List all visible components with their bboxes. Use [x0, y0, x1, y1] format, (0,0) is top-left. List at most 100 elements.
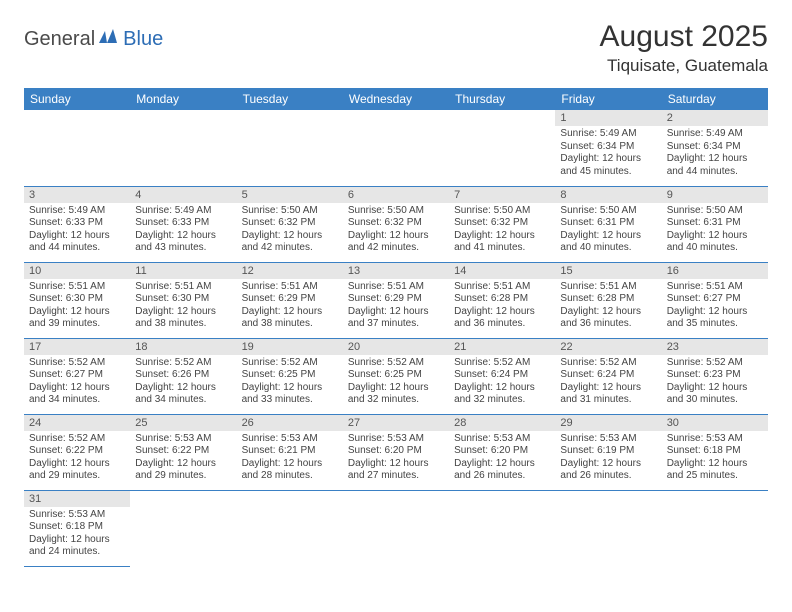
day-body: Sunrise: 5:50 AMSunset: 6:31 PMDaylight:… [662, 203, 768, 259]
sunset-text: Sunset: 6:27 PM [667, 293, 763, 306]
day-cell: 7Sunrise: 5:50 AMSunset: 6:32 PMDaylight… [449, 186, 555, 262]
sunrise-text: Sunrise: 5:53 AM [135, 433, 231, 446]
day-body: Sunrise: 5:50 AMSunset: 6:32 PMDaylight:… [343, 203, 449, 259]
day-cell: 12Sunrise: 5:51 AMSunset: 6:29 PMDayligh… [237, 262, 343, 338]
day-cell [130, 110, 236, 186]
day-body: Sunrise: 5:51 AMSunset: 6:29 PMDaylight:… [237, 279, 343, 335]
sunrise-text: Sunrise: 5:50 AM [348, 205, 444, 218]
day-number: 31 [24, 491, 130, 507]
daylight-text: Daylight: 12 hours and 40 minutes. [560, 230, 656, 255]
sunrise-text: Sunrise: 5:52 AM [29, 433, 125, 446]
week-row: 17Sunrise: 5:52 AMSunset: 6:27 PMDayligh… [24, 338, 768, 414]
day-body: Sunrise: 5:53 AMSunset: 6:20 PMDaylight:… [449, 431, 555, 487]
day-cell: 15Sunrise: 5:51 AMSunset: 6:28 PMDayligh… [555, 262, 661, 338]
day-cell: 19Sunrise: 5:52 AMSunset: 6:25 PMDayligh… [237, 338, 343, 414]
daylight-text: Daylight: 12 hours and 29 minutes. [29, 458, 125, 483]
sunset-text: Sunset: 6:22 PM [29, 445, 125, 458]
day-cell: 10Sunrise: 5:51 AMSunset: 6:30 PMDayligh… [24, 262, 130, 338]
day-number: 30 [662, 415, 768, 431]
sunrise-text: Sunrise: 5:52 AM [242, 357, 338, 370]
day-number: 25 [130, 415, 236, 431]
day-body: Sunrise: 5:51 AMSunset: 6:30 PMDaylight:… [130, 279, 236, 335]
day-number: 29 [555, 415, 661, 431]
sunset-text: Sunset: 6:32 PM [454, 217, 550, 230]
sunset-text: Sunset: 6:20 PM [454, 445, 550, 458]
day-body: Sunrise: 5:51 AMSunset: 6:29 PMDaylight:… [343, 279, 449, 335]
sunset-text: Sunset: 6:30 PM [135, 293, 231, 306]
daylight-text: Daylight: 12 hours and 35 minutes. [667, 306, 763, 331]
sunrise-text: Sunrise: 5:49 AM [560, 128, 656, 141]
daylight-text: Daylight: 12 hours and 30 minutes. [667, 382, 763, 407]
day-cell: 2Sunrise: 5:49 AMSunset: 6:34 PMDaylight… [662, 110, 768, 186]
sunrise-text: Sunrise: 5:50 AM [242, 205, 338, 218]
daylight-text: Daylight: 12 hours and 38 minutes. [135, 306, 231, 331]
sunrise-text: Sunrise: 5:51 AM [667, 281, 763, 294]
sunrise-text: Sunrise: 5:53 AM [242, 433, 338, 446]
day-number: 12 [237, 263, 343, 279]
day-body: Sunrise: 5:53 AMSunset: 6:18 PMDaylight:… [662, 431, 768, 487]
day-number: 22 [555, 339, 661, 355]
sunrise-text: Sunrise: 5:51 AM [560, 281, 656, 294]
day-cell [449, 110, 555, 186]
day-number: 9 [662, 187, 768, 203]
sunrise-text: Sunrise: 5:53 AM [29, 509, 125, 522]
sunrise-text: Sunrise: 5:53 AM [560, 433, 656, 446]
day-body: Sunrise: 5:50 AMSunset: 6:32 PMDaylight:… [449, 203, 555, 259]
day-number: 15 [555, 263, 661, 279]
sunset-text: Sunset: 6:25 PM [348, 369, 444, 382]
day-body: Sunrise: 5:52 AMSunset: 6:25 PMDaylight:… [343, 355, 449, 411]
sunrise-text: Sunrise: 5:49 AM [667, 128, 763, 141]
week-row: 10Sunrise: 5:51 AMSunset: 6:30 PMDayligh… [24, 262, 768, 338]
sunset-text: Sunset: 6:31 PM [560, 217, 656, 230]
sunrise-text: Sunrise: 5:53 AM [454, 433, 550, 446]
sunrise-text: Sunrise: 5:51 AM [242, 281, 338, 294]
daylight-text: Daylight: 12 hours and 34 minutes. [29, 382, 125, 407]
daylight-text: Daylight: 12 hours and 43 minutes. [135, 230, 231, 255]
day-number: 6 [343, 187, 449, 203]
calendar-body: 1Sunrise: 5:49 AMSunset: 6:34 PMDaylight… [24, 110, 768, 566]
day-number: 10 [24, 263, 130, 279]
day-body: Sunrise: 5:52 AMSunset: 6:27 PMDaylight:… [24, 355, 130, 411]
sunset-text: Sunset: 6:32 PM [348, 217, 444, 230]
daylight-text: Daylight: 12 hours and 37 minutes. [348, 306, 444, 331]
day-body: Sunrise: 5:51 AMSunset: 6:28 PMDaylight:… [555, 279, 661, 335]
day-number: 23 [662, 339, 768, 355]
daylight-text: Daylight: 12 hours and 25 minutes. [667, 458, 763, 483]
daylight-text: Daylight: 12 hours and 32 minutes. [348, 382, 444, 407]
week-row: 1Sunrise: 5:49 AMSunset: 6:34 PMDaylight… [24, 110, 768, 186]
day-cell: 16 Sunrise: 5:51 AMSunset: 6:27 PMDayligh… [662, 262, 768, 338]
day-number: 4 [130, 187, 236, 203]
sunset-text: Sunset: 6:22 PM [135, 445, 231, 458]
day-number: 16 [662, 263, 768, 279]
day-number: 18 [130, 339, 236, 355]
sunrise-text: Sunrise: 5:52 AM [454, 357, 550, 370]
daylight-text: Daylight: 12 hours and 32 minutes. [454, 382, 550, 407]
day-number: 7 [449, 187, 555, 203]
day-cell: 27Sunrise: 5:53 AMSunset: 6:20 PMDayligh… [343, 414, 449, 490]
day-number: 26 [237, 415, 343, 431]
day-cell: 1Sunrise: 5:49 AMSunset: 6:34 PMDaylight… [555, 110, 661, 186]
sunrise-text: Sunrise: 5:50 AM [667, 205, 763, 218]
day-cell: 30Sunrise: 5:53 AMSunset: 6:18 PMDayligh… [662, 414, 768, 490]
day-cell: 8Sunrise: 5:50 AMSunset: 6:31 PMDaylight… [555, 186, 661, 262]
day-body: Sunrise: 5:49 AMSunset: 6:34 PMDaylight:… [555, 126, 661, 182]
day-body: Sunrise: 5:52 AMSunset: 6:24 PMDaylight:… [449, 355, 555, 411]
day-number: 14 [449, 263, 555, 279]
sunset-text: Sunset: 6:20 PM [348, 445, 444, 458]
day-number: 3 [24, 187, 130, 203]
day-cell: 28Sunrise: 5:53 AMSunset: 6:20 PMDayligh… [449, 414, 555, 490]
day-cell [449, 490, 555, 566]
day-cell [555, 490, 661, 566]
day-body: Sunrise: 5:53 AMSunset: 6:18 PMDaylight:… [24, 507, 130, 563]
day-cell: 14Sunrise: 5:51 AMSunset: 6:28 PMDayligh… [449, 262, 555, 338]
daylight-text: Daylight: 12 hours and 41 minutes. [454, 230, 550, 255]
sunset-text: Sunset: 6:21 PM [242, 445, 338, 458]
daylight-text: Daylight: 12 hours and 36 minutes. [560, 306, 656, 331]
daylight-text: Daylight: 12 hours and 26 minutes. [560, 458, 656, 483]
daylight-text: Daylight: 12 hours and 36 minutes. [454, 306, 550, 331]
daylight-text: Daylight: 12 hours and 34 minutes. [135, 382, 231, 407]
day-body: Sunrise: 5:52 AMSunset: 6:24 PMDaylight:… [555, 355, 661, 411]
title-block: August 2025 Tiquisate, Guatemala [600, 20, 768, 76]
day-body: Sunrise: 5:52 AMSunset: 6:25 PMDaylight:… [237, 355, 343, 411]
sunset-text: Sunset: 6:33 PM [135, 217, 231, 230]
